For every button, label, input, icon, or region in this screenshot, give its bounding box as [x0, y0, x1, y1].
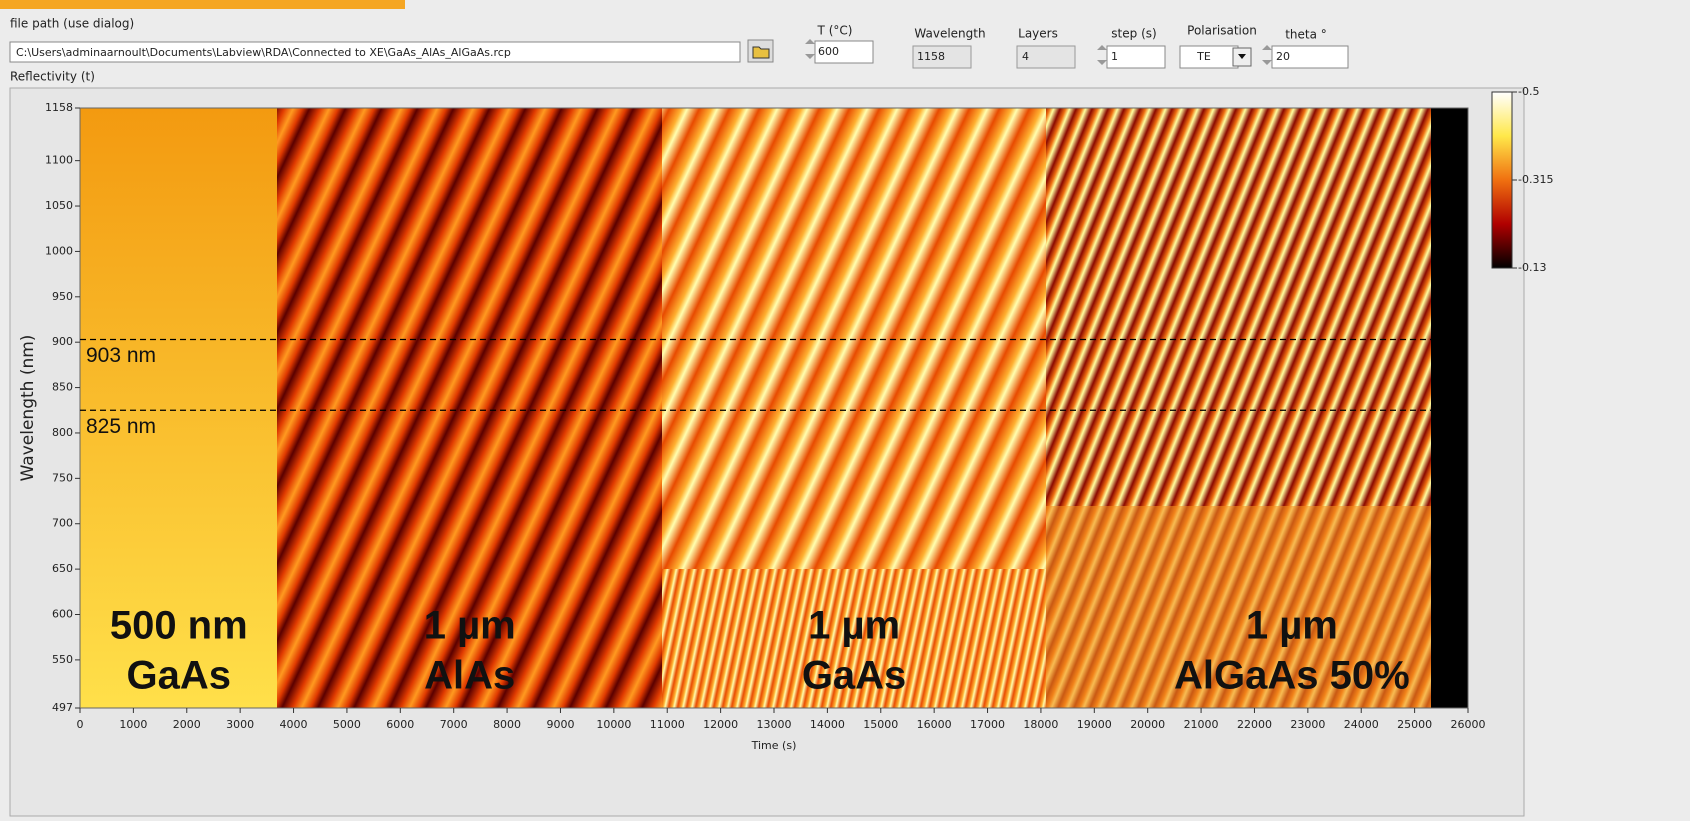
heatmap-region: [277, 108, 662, 708]
x-tick-label: 21000: [1184, 718, 1219, 731]
x-tick-label: 7000: [440, 718, 468, 731]
dropdown-arrow: [1238, 54, 1246, 59]
y-tick-label: 900: [52, 335, 73, 348]
y-tick-label: 1158: [45, 101, 73, 114]
x-tick-label: 18000: [1023, 718, 1058, 731]
x-tick-label: 1000: [119, 718, 147, 731]
x-tick-label: 5000: [333, 718, 361, 731]
x-tick-label: 16000: [917, 718, 952, 731]
y-tick-label: 850: [52, 381, 73, 394]
reference-label: 825 nm: [86, 415, 156, 438]
wavelength-indicator: [912, 45, 972, 69]
x-tick-label: 20000: [1130, 718, 1165, 731]
colorbar: [1491, 91, 1513, 269]
x-tick-label: 0: [77, 718, 84, 731]
y-tick-label: 650: [52, 562, 73, 575]
theta-spinner[interactable]: [1262, 45, 1272, 65]
step-label: step (s): [1111, 27, 1156, 41]
y-tick-label: 700: [52, 517, 73, 530]
x-tick-label: 13000: [757, 718, 792, 731]
x-tick-label: 2000: [173, 718, 201, 731]
layer-annotation: AlAs: [424, 654, 515, 698]
x-tick-label: 3000: [226, 718, 254, 731]
x-tick-label: 24000: [1344, 718, 1379, 731]
title-bar-accent: [0, 0, 405, 9]
theta-label: theta °: [1285, 28, 1327, 42]
theta-input[interactable]: [1271, 45, 1349, 69]
x-tick-label: 12000: [703, 718, 738, 731]
x-tick-label: 10000: [596, 718, 631, 731]
layers-value: 4: [1022, 50, 1029, 63]
x-tick-label: 25000: [1397, 718, 1432, 731]
layer-annotation: 500 nm: [110, 604, 248, 648]
temperature-label: T (°C): [817, 24, 853, 38]
layer-annotation: 1 µm: [424, 604, 516, 648]
x-tick-label: 11000: [650, 718, 685, 731]
layer-annotation: 1 µm: [1246, 604, 1338, 648]
file-path-value: C:\Users\adminaarnoult\Documents\Labview…: [16, 46, 511, 59]
temperature-spinner[interactable]: [805, 39, 815, 59]
heatmap: [80, 108, 1468, 708]
temperature-input[interactable]: [814, 40, 874, 64]
x-tick-label: 15000: [863, 718, 898, 731]
x-tick-label: 14000: [810, 718, 845, 731]
x-tick-label: 4000: [280, 718, 308, 731]
file-path-label: file path (use dialog): [10, 17, 134, 31]
layer-annotation: 1 µm: [808, 604, 900, 648]
x-tick-label: 19000: [1077, 718, 1112, 731]
y-tick-label: 950: [52, 290, 73, 303]
heatmap-region: [1431, 108, 1468, 708]
reference-label: 903 nm: [86, 344, 156, 367]
step-input[interactable]: [1106, 45, 1166, 69]
x-tick-label: 26000: [1451, 718, 1486, 731]
colorbar-tick-label: -0.315: [1518, 173, 1553, 186]
step-spinner[interactable]: [1097, 45, 1107, 65]
y-tick-label: 1050: [45, 199, 73, 212]
theta-value: 20: [1276, 50, 1290, 63]
layer-annotation: GaAs: [127, 654, 232, 698]
y-tick-label: 1100: [45, 154, 73, 167]
wavelength-label: Wavelength: [914, 27, 985, 41]
layer-annotation: GaAs: [802, 654, 907, 698]
polarisation-label: Polarisation: [1187, 24, 1257, 38]
heatmap-region: [1046, 506, 1431, 708]
layer-annotation: AlGaAs 50%: [1174, 654, 1410, 698]
layers-label: Layers: [1018, 27, 1058, 41]
x-tick-label: 8000: [493, 718, 521, 731]
x-tick-label: 17000: [970, 718, 1005, 731]
colorbar-tick-label: -0.5: [1518, 85, 1539, 98]
layers-indicator: [1016, 45, 1076, 69]
y-tick-label: 750: [52, 471, 73, 484]
x-tick-label: 22000: [1237, 718, 1272, 731]
heatmap-region: [80, 108, 277, 708]
y-tick-label: 550: [52, 653, 73, 666]
polarisation-value: TE: [1196, 50, 1211, 63]
graph-title: Reflectivity (t): [10, 70, 95, 84]
x-axis-label: Time (s): [751, 739, 797, 752]
wavelength-value: 1158: [917, 50, 945, 63]
heatmap-region: [662, 569, 1046, 708]
temperature-value: 600: [818, 45, 839, 58]
file-path-input[interactable]: [9, 41, 741, 63]
y-axis-label: Wavelength (nm): [18, 335, 38, 482]
step-value: 1: [1111, 50, 1118, 63]
y-tick-label: 600: [52, 608, 73, 621]
x-tick-label: 6000: [386, 718, 414, 731]
colorbar-tick-label: -0.13: [1518, 261, 1546, 274]
folder-icon: [752, 46, 770, 59]
y-tick-label: 1000: [45, 244, 73, 257]
x-tick-label: 9000: [546, 718, 574, 731]
x-tick-label: 23000: [1290, 718, 1325, 731]
y-tick-label: 497: [52, 701, 73, 714]
y-tick-label: 800: [52, 426, 73, 439]
